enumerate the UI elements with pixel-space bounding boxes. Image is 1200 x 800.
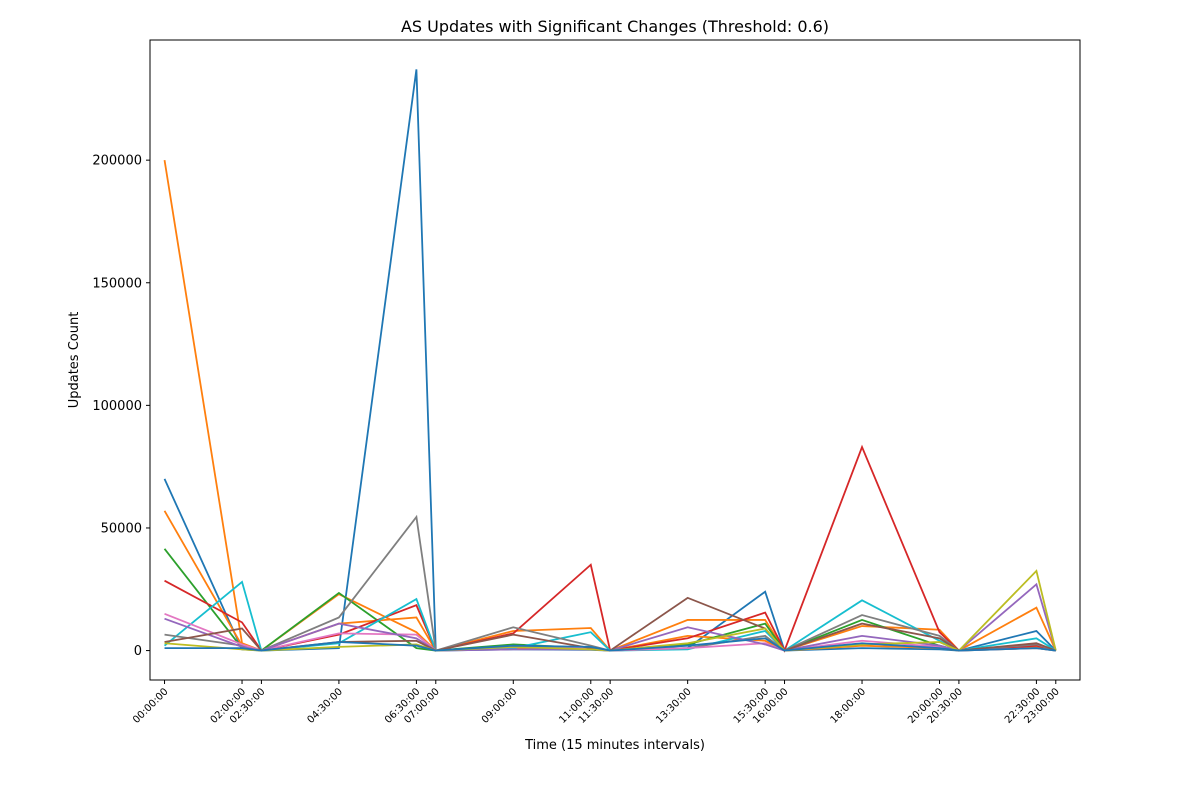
x-axis-label: Time (15 minutes intervals): [524, 738, 705, 753]
y-tick-label: 200000: [92, 154, 142, 169]
y-axis: 0 50000 100000 150000 200000: [92, 154, 150, 659]
y-tick-label: 0: [134, 644, 142, 659]
plot-frame: [149, 39, 1081, 681]
axes-layer: [149, 39, 1081, 681]
y-tick-label: 150000: [92, 276, 142, 291]
y-tick-label: 50000: [101, 521, 142, 536]
series-layer: [163, 69, 1057, 653]
series-line-12: [164, 637, 1056, 652]
y-tick-label: 100000: [92, 399, 142, 414]
y-axis-label: Updates Count: [67, 312, 82, 409]
chart-title: AS Updates with Significant Changes (Thr…: [401, 17, 829, 36]
